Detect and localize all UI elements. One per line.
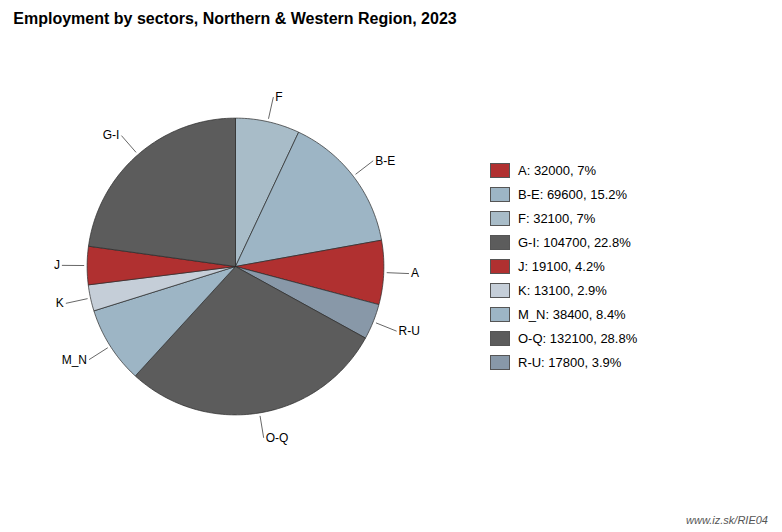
svg-text:O-Q: O-Q [266, 431, 289, 445]
html-text:J: 19100, 4.2%: J: 19100, 4.2% [518, 258, 605, 274]
html-text:B-E: 69600, 15.2%: B-E: 69600, 15.2% [518, 186, 628, 202]
svg-text:J: J [54, 258, 60, 272]
svg-text:A: A [411, 266, 419, 280]
html-text:Employment by sectors, Norther: Employment by sectors, Northern & Wester… [13, 10, 457, 27]
svg-text:R-U: R-U [399, 324, 420, 338]
html-text:O-Q: 132100, 28.8%: O-Q: 132100, 28.8% [518, 330, 638, 346]
html-text:A: 32000, 7%: A: 32000, 7% [518, 162, 597, 178]
svg-text:M_N: M_N [62, 353, 87, 367]
html-text:G-I: 104700, 22.8%: G-I: 104700, 22.8% [518, 234, 631, 250]
html-text:www.iz.sk/RIE04: www.iz.sk/RIE04 [686, 514, 768, 526]
html-text:M_N: 38400, 8.4%: M_N: 38400, 8.4% [518, 306, 626, 322]
svg-text:B-E: B-E [375, 154, 395, 168]
html-text:K: 13100, 2.9%: K: 13100, 2.9% [518, 282, 607, 298]
svg-text:K: K [56, 296, 64, 310]
svg-text:F: F [275, 90, 282, 104]
html-text:R-U: 17800, 3.9%: R-U: 17800, 3.9% [518, 354, 622, 370]
html-text:F: 32100, 7%: F: 32100, 7% [518, 210, 596, 226]
svg-text:G-I: G-I [103, 128, 120, 142]
